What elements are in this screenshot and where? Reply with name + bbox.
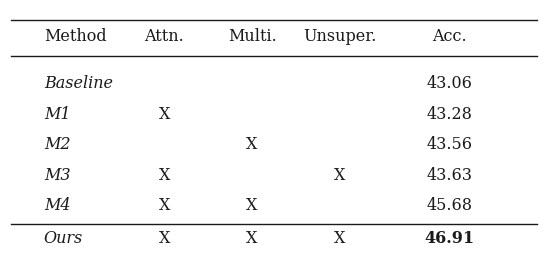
Text: 45.68: 45.68: [426, 197, 472, 214]
Text: Ours: Ours: [44, 230, 83, 247]
Text: 43.06: 43.06: [426, 75, 472, 92]
Text: Multi.: Multi.: [228, 28, 276, 45]
Text: M3: M3: [44, 167, 70, 184]
Text: M2: M2: [44, 136, 70, 153]
Text: X: X: [247, 197, 258, 214]
Text: 43.63: 43.63: [426, 167, 472, 184]
Text: Attn.: Attn.: [145, 28, 184, 45]
Text: X: X: [247, 136, 258, 153]
Text: X: X: [159, 167, 170, 184]
Text: 43.28: 43.28: [426, 106, 472, 123]
Text: X: X: [334, 167, 345, 184]
Text: X: X: [159, 106, 170, 123]
Text: Unsuper.: Unsuper.: [303, 28, 376, 45]
Text: M4: M4: [44, 197, 70, 214]
Text: X: X: [159, 230, 170, 247]
Text: 43.56: 43.56: [426, 136, 472, 153]
Text: M1: M1: [44, 106, 70, 123]
Text: Method: Method: [44, 28, 106, 45]
Text: Acc.: Acc.: [432, 28, 467, 45]
Text: 46.91: 46.91: [424, 230, 475, 247]
Text: Baseline: Baseline: [44, 75, 113, 92]
Text: X: X: [159, 197, 170, 214]
Text: X: X: [334, 230, 345, 247]
Text: X: X: [247, 230, 258, 247]
